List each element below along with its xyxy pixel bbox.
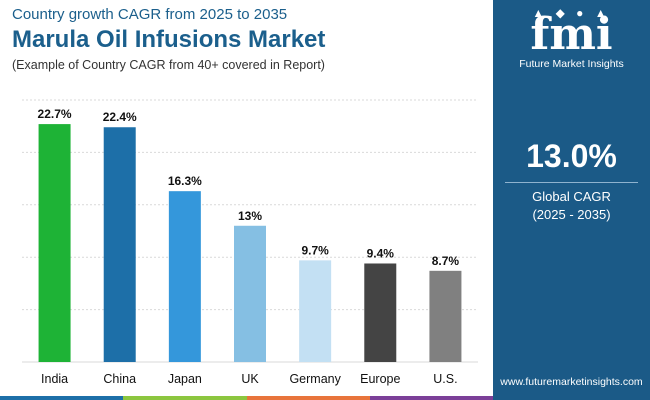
logo-tagline: Future Market Insights	[519, 58, 624, 70]
global-cagr-period: (2025 - 2035)	[532, 207, 611, 222]
bar-uk	[234, 225, 266, 362]
cagr-divider	[505, 182, 638, 183]
x-tick-label: Europe	[360, 372, 400, 386]
x-tick-label: UK	[241, 372, 259, 386]
data-label: 16.3%	[168, 174, 202, 188]
data-label: 22.4%	[103, 110, 137, 124]
bar-india	[38, 124, 71, 362]
fmi-logo: fmi	[530, 9, 613, 60]
x-tick-label: Germany	[289, 372, 341, 386]
chart-title: Marula Oil Infusions Market	[12, 26, 326, 53]
bar-china	[103, 127, 136, 362]
data-label: 8.7%	[432, 254, 460, 268]
bar-japan	[168, 191, 201, 362]
data-label: 22.7%	[38, 107, 72, 121]
bar-germany	[299, 260, 332, 362]
x-tick-label: India	[41, 372, 68, 386]
data-label: 9.7%	[301, 243, 329, 257]
footer-stripe	[123, 396, 247, 400]
chart-header: Country growth CAGR from 2025 to 2035 Ma…	[12, 6, 482, 73]
website-link[interactable]: www.futuremarketinsights.com	[500, 376, 643, 388]
side-panel: ▲ ◆ ● ▲ fmi Future Market Insights 13.0%…	[493, 0, 650, 400]
footer-stripe	[246, 396, 370, 400]
global-cagr-label-text: Global CAGR	[532, 189, 611, 204]
bar-europe	[364, 263, 397, 362]
bar-us	[429, 270, 462, 362]
chart-subtitle: Country growth CAGR from 2025 to 2035	[12, 6, 288, 23]
footer-stripe	[0, 396, 124, 400]
bar-chart: 22.7% India 22.4% China 16.3% Japan 13% UK 9.7% G…	[22, 99, 478, 386]
global-cagr-value: 13.0%	[526, 138, 617, 174]
x-tick-label: Japan	[168, 372, 202, 386]
footer-stripe	[369, 396, 493, 400]
chart-note: (Example of Country CAGR from 40+ covere…	[12, 58, 325, 72]
x-tick-label: U.S.	[433, 372, 457, 386]
global-cagr-label: Global CAGR (2025 - 2035)	[493, 188, 650, 224]
data-label: 9.4%	[367, 246, 395, 260]
data-label: 13%	[238, 209, 262, 223]
x-tick-label: China	[103, 372, 136, 386]
logo-icons: ▲ ◆ ● ▲	[532, 6, 611, 20]
